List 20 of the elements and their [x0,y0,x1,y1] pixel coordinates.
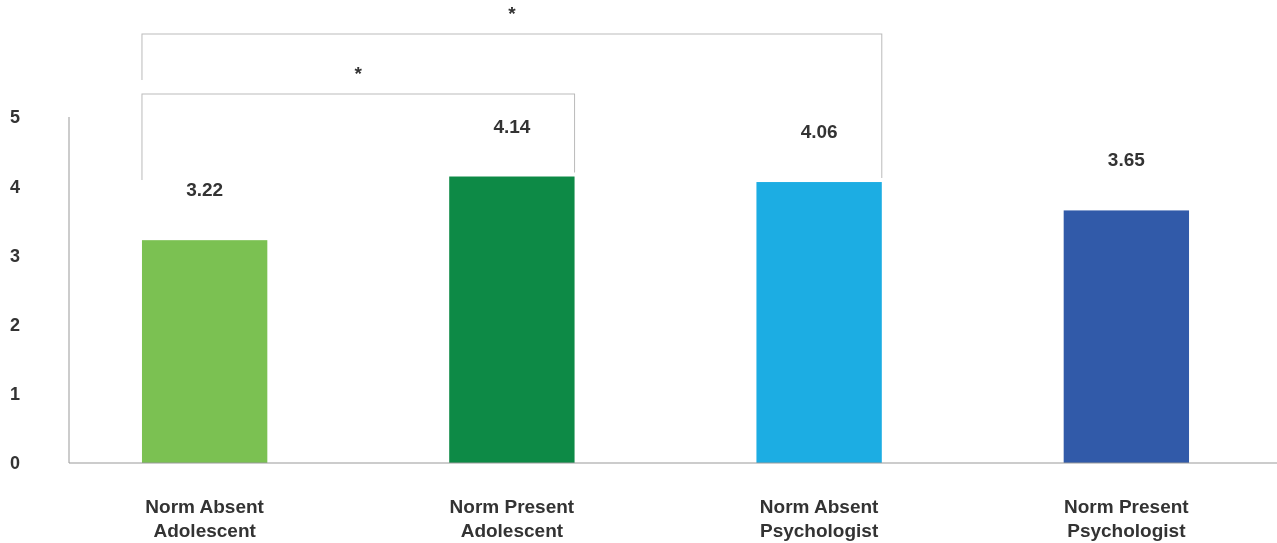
x-tick-label: Norm Present Psychologist [1064,496,1190,541]
data-label: 4.06 [800,121,838,143]
data-label: 4.14 [493,115,531,137]
bar [756,182,882,463]
text: * [354,63,363,84]
y-tick-label: 3 [9,245,21,266]
data-label: 3.22 [186,179,224,201]
data-label: 3.65 [1107,149,1146,171]
y-tick-label: 0 [9,453,21,474]
y-tick-label: 4 [9,176,21,197]
y-tick-label: 2 [9,314,21,335]
y-tick-label: 1 [9,384,21,405]
bar [449,176,575,463]
bar [141,240,268,463]
y-tick-label: 5 [9,107,21,128]
x-tick-label: Norm Absent Adolescent [145,496,265,541]
x-tick-label: Norm Present Adolescent [449,496,575,541]
x-tick-label: Norm Absent Psychologist [759,496,880,541]
bar [1063,210,1190,463]
text: * [508,3,517,24]
